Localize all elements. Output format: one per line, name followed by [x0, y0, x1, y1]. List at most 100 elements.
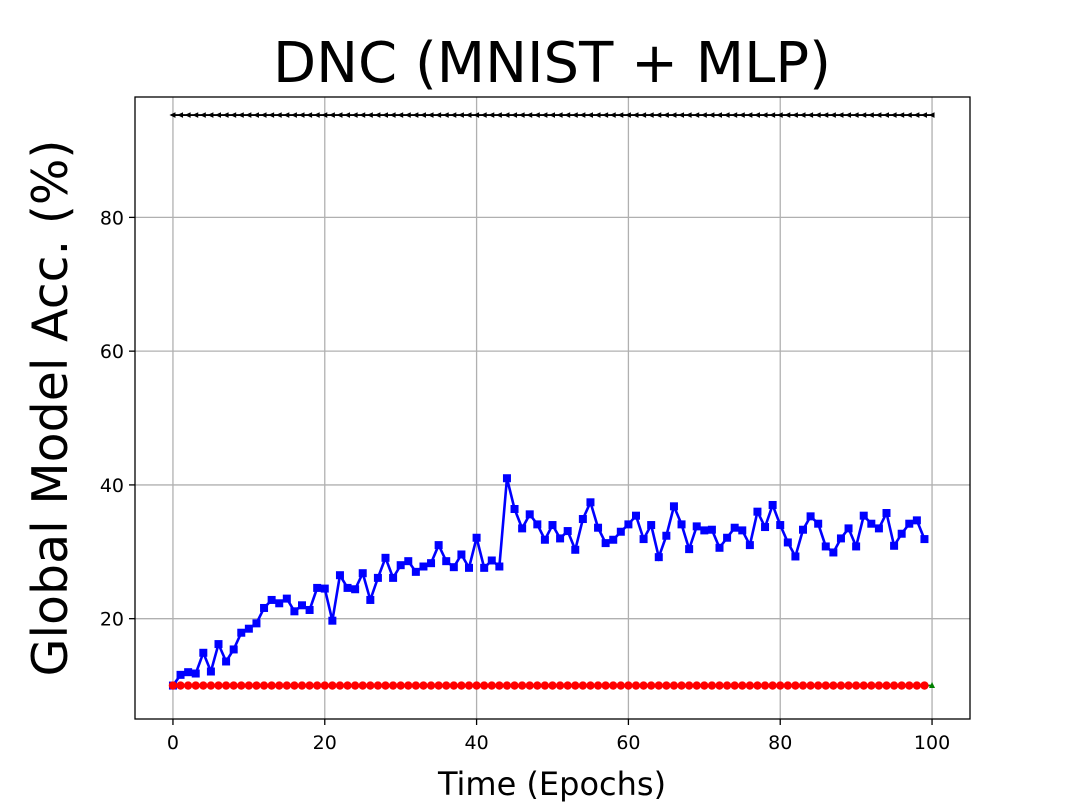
data-point [335, 571, 344, 580]
data-point [829, 681, 838, 690]
data-point [237, 681, 246, 690]
data-point [419, 562, 428, 571]
data-point [320, 681, 329, 690]
data-point [229, 681, 238, 690]
data-point [183, 681, 193, 690]
data-point [419, 681, 428, 690]
data-point [776, 521, 785, 530]
data-point [305, 605, 314, 614]
x-tick-label: 40 [464, 732, 488, 754]
data-point [419, 112, 426, 118]
series-3 [168, 681, 929, 690]
data-point [442, 112, 449, 118]
data-point [305, 681, 314, 690]
data-point [617, 112, 624, 118]
data-point [639, 681, 648, 690]
data-point [912, 681, 922, 690]
data-point [602, 112, 609, 118]
data-point [313, 112, 320, 118]
data-point [807, 112, 814, 118]
data-point [275, 112, 282, 118]
data-point [913, 112, 920, 118]
data-point [708, 112, 715, 118]
data-point [685, 112, 692, 118]
data-point [411, 567, 420, 576]
data-point [867, 519, 876, 528]
data-point [457, 550, 466, 559]
data-point [571, 545, 580, 554]
data-point [373, 573, 382, 582]
data-point [821, 542, 830, 551]
data-point [890, 541, 899, 550]
data-point [844, 681, 853, 690]
data-point [267, 595, 276, 604]
data-point [502, 474, 511, 483]
data-point [388, 681, 398, 690]
data-point [822, 112, 829, 118]
data-point [358, 569, 367, 578]
data-point [723, 112, 730, 118]
data-point [898, 112, 905, 118]
data-point [267, 681, 276, 690]
data-point [563, 681, 572, 690]
data-point [859, 511, 868, 520]
data-point [768, 500, 777, 509]
data-point [745, 541, 754, 550]
data-point [396, 681, 405, 690]
data-point [920, 681, 929, 690]
data-point [366, 681, 375, 690]
data-point [761, 523, 770, 532]
data-point [221, 681, 231, 690]
data-point [359, 112, 366, 118]
data-point [465, 112, 472, 118]
data-point [473, 112, 480, 118]
data-point [252, 681, 261, 690]
data-point [245, 112, 252, 118]
data-point [852, 542, 861, 551]
data-point [586, 681, 595, 690]
data-point [791, 552, 800, 561]
data-point [586, 498, 595, 507]
series-1 [168, 474, 929, 690]
data-point [192, 112, 199, 118]
data-point [821, 681, 830, 690]
axis-ticks: 0 20 40 60 80 100 20 40 60 80 [100, 207, 950, 754]
data-point [366, 112, 373, 118]
data-point [426, 681, 436, 690]
data-point [731, 112, 738, 118]
data-point [404, 557, 413, 566]
data-point [488, 112, 495, 118]
data-point [594, 523, 603, 532]
data-point [540, 535, 549, 544]
data-point [533, 681, 542, 690]
grid [135, 97, 970, 719]
data-point [692, 522, 701, 531]
data-point [563, 527, 572, 536]
data-point [404, 681, 413, 690]
data-point [875, 112, 882, 118]
data-point [214, 640, 223, 649]
data-point [662, 681, 671, 690]
data-point [487, 556, 496, 565]
data-point [753, 112, 760, 118]
data-point [844, 524, 853, 533]
data-point [738, 112, 745, 118]
data-point [784, 112, 791, 118]
data-point [411, 681, 421, 690]
y-tick-label: 40 [100, 475, 124, 497]
data-point [684, 681, 694, 690]
data-point [176, 670, 185, 679]
data-point [176, 681, 185, 690]
data-point [548, 521, 557, 530]
data-point [700, 526, 709, 535]
data-point [723, 533, 732, 542]
data-point [586, 112, 593, 118]
data-point [616, 527, 625, 536]
data-point [382, 112, 388, 118]
data-point [373, 681, 383, 690]
data-point [670, 112, 677, 118]
data-point [624, 520, 633, 529]
data-point [503, 112, 510, 118]
data-point [450, 112, 457, 118]
data-point [404, 112, 411, 118]
